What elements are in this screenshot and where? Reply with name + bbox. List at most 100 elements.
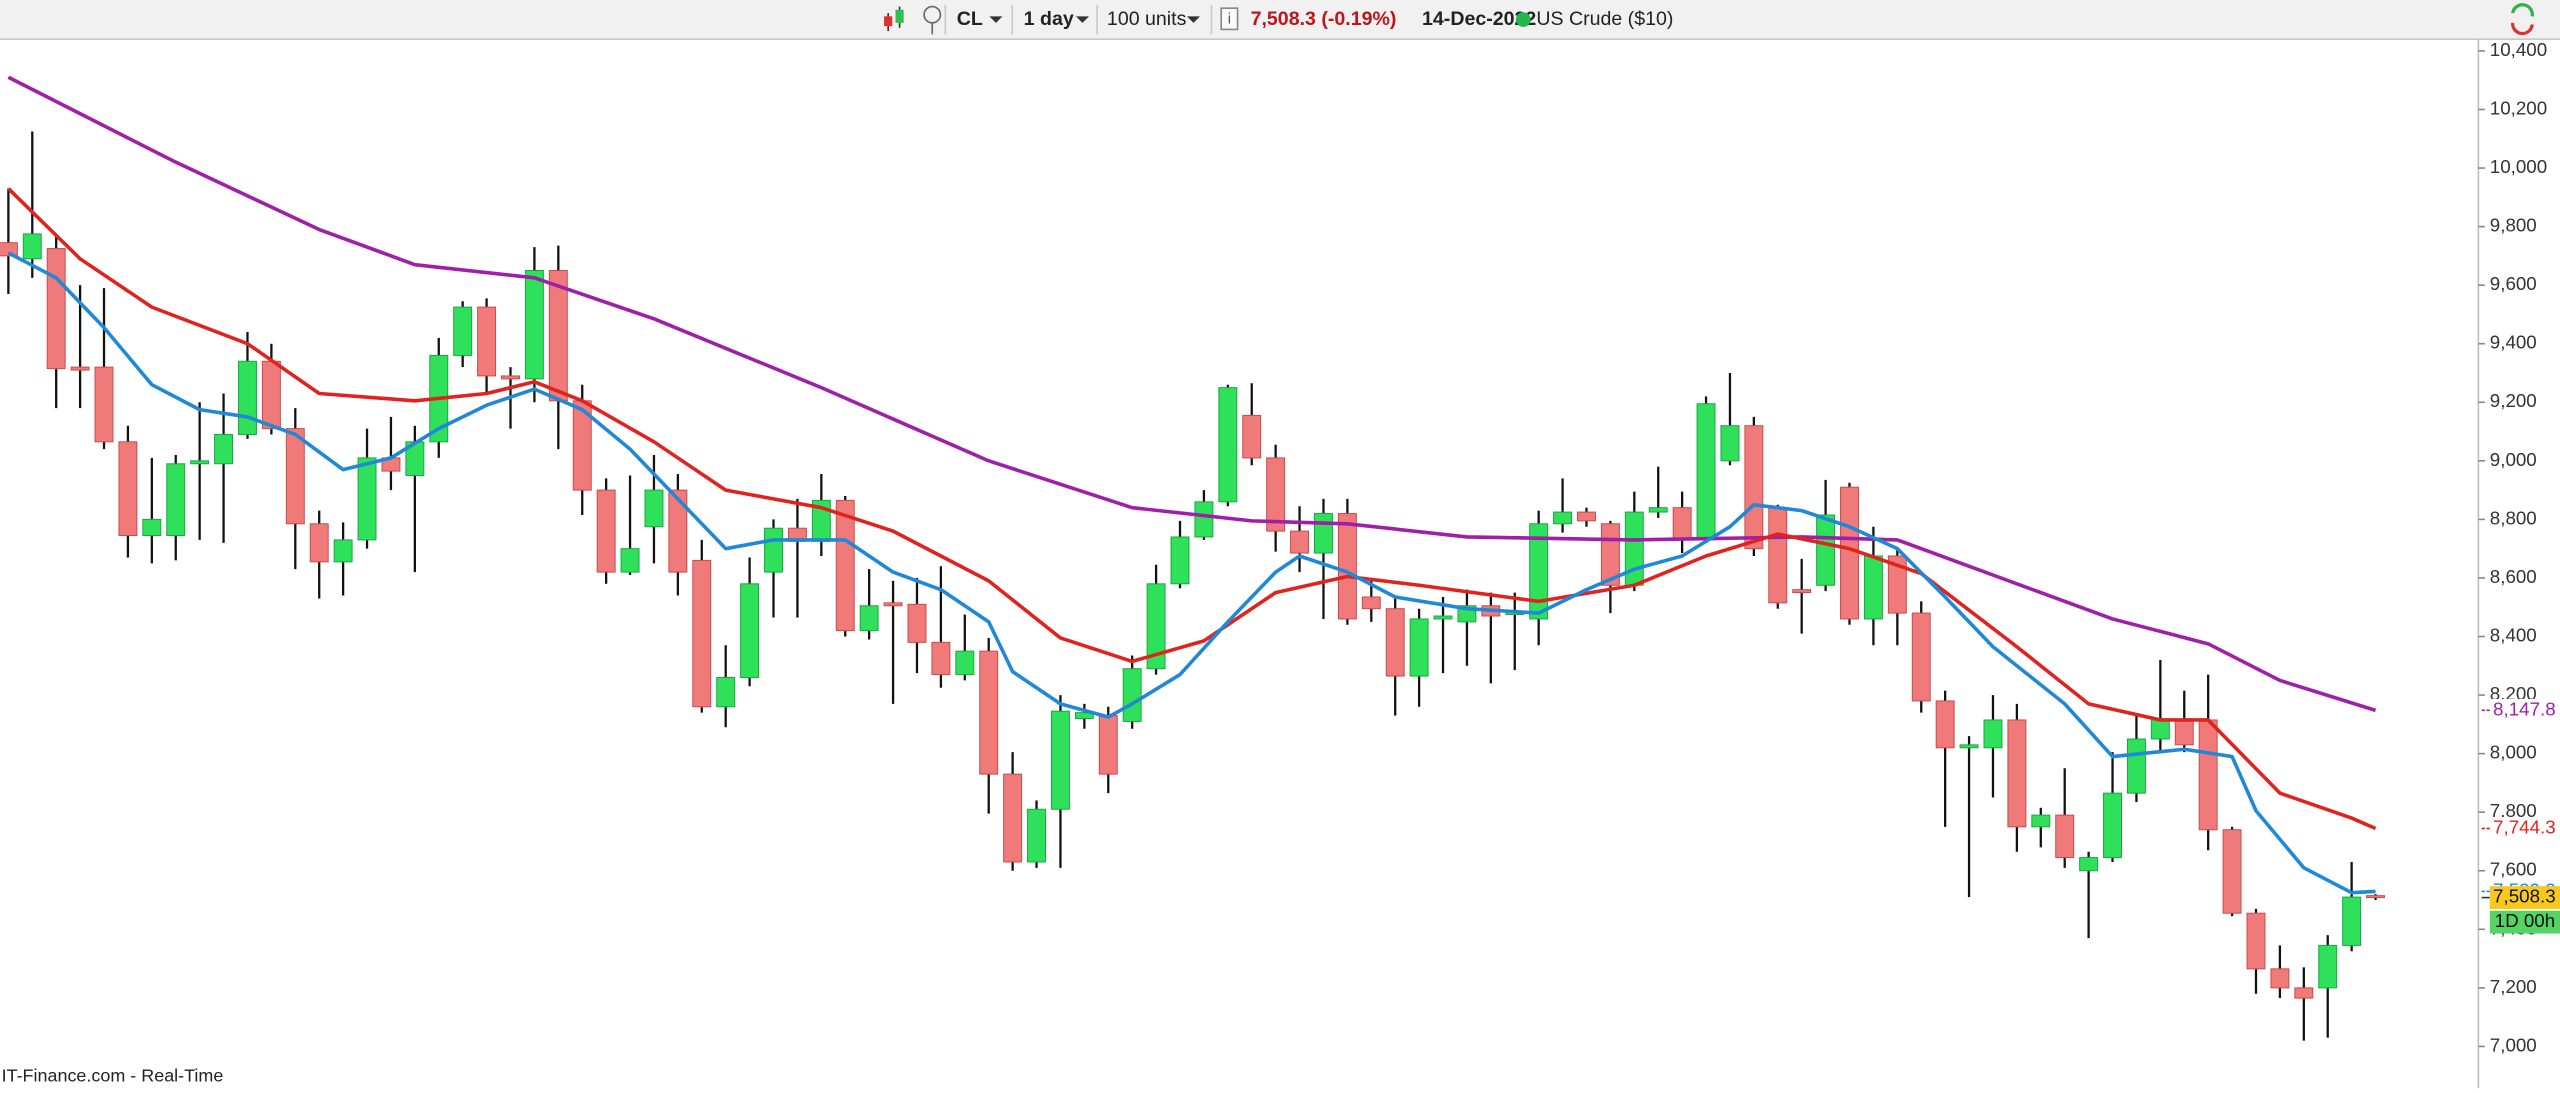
candle-body	[835, 499, 855, 632]
candle-body	[1385, 608, 1405, 677]
last-price-label: 7,508.3	[2493, 886, 2556, 907]
candle-body	[2055, 814, 2075, 859]
y-tick-label: 7,800	[2490, 800, 2537, 821]
candle-body	[501, 375, 520, 380]
market-name: US Crude ($10)	[1536, 8, 1673, 30]
candle-body	[190, 460, 210, 465]
candle-body	[2294, 987, 2314, 999]
candle-body	[285, 428, 305, 525]
candle-body	[1887, 555, 1907, 614]
candle-body	[1696, 403, 1716, 541]
candle-body	[1720, 425, 1740, 462]
candle-body	[692, 559, 712, 708]
info-button[interactable]: i	[1220, 7, 1239, 31]
icon-body	[895, 9, 904, 23]
candle-body	[883, 602, 903, 607]
candle-body	[0, 242, 18, 257]
candle-body	[2246, 912, 2266, 970]
candle-body	[2366, 895, 2386, 899]
y-tick-label: 9,200	[2490, 390, 2537, 411]
candle-body	[1361, 596, 1381, 610]
candle-body	[261, 360, 281, 430]
candle-body	[1242, 414, 1262, 459]
candle-body	[238, 360, 257, 435]
icon-frame	[1220, 7, 1239, 31]
icon-circle	[923, 5, 942, 24]
candle-body	[2007, 719, 2027, 828]
dropdown-arrow[interactable]	[1186, 16, 1200, 23]
candle-body	[596, 489, 616, 573]
last-price-badge	[2489, 886, 2560, 910]
date: 14-Dec-2022	[1422, 8, 1536, 30]
candle-body	[357, 457, 377, 541]
symbol[interactable]: CL	[957, 8, 983, 30]
price-change: 7,508.3 (-0.19%)	[1251, 8, 1397, 30]
candle-body	[1648, 507, 1668, 513]
candle-body	[2150, 719, 2170, 740]
candle-body	[1170, 536, 1190, 585]
market-status-dot	[1515, 12, 1531, 27]
last-value-bg	[2491, 817, 2560, 840]
candle-body	[931, 641, 951, 676]
candle-body	[1553, 511, 1573, 525]
candle-body	[979, 650, 999, 775]
candle-body	[214, 433, 234, 465]
candle-body	[740, 583, 760, 678]
candle-body	[716, 677, 736, 708]
candle-body	[1863, 555, 1883, 620]
candle-body	[118, 441, 138, 536]
candle-body	[333, 539, 353, 563]
refresh-button[interactable]	[2511, 3, 2534, 36]
countdown-label: 1D 00h	[2495, 910, 2555, 931]
y-tick-label: 8,600	[2490, 566, 2537, 587]
candle-body	[1003, 773, 1023, 863]
interval[interactable]: 1 day	[1024, 8, 1074, 30]
dropdown-arrow[interactable]	[1075, 16, 1089, 23]
toolbar	[0, 0, 2560, 40]
price-axis: 10,400 10,200 10,000 9,800 9,600 9,400 9,200 9,…	[2478, 39, 2560, 1055]
y-tick-label: 8,400	[2490, 624, 2537, 645]
y-tick-label: 9,600	[2490, 273, 2537, 294]
y-tick-label: 7,200	[2490, 976, 2537, 997]
candle-body	[1146, 583, 1166, 670]
countdown-badge	[2489, 910, 2560, 934]
candle-body	[2342, 896, 2362, 946]
candle-body	[1290, 530, 1310, 554]
candle-body	[907, 603, 927, 643]
candle-body	[524, 270, 544, 380]
indicator-button[interactable]	[923, 5, 942, 35]
chart-type-button[interactable]	[884, 6, 904, 32]
candle-body	[1122, 668, 1142, 722]
candle-body	[1529, 523, 1549, 620]
candle-body	[1983, 719, 2003, 749]
candle-body	[2318, 944, 2338, 989]
last-value-bg	[2491, 698, 2560, 722]
candle-body	[1098, 715, 1118, 775]
last-value-label: 8,147.8	[2493, 698, 2556, 719]
candle-body	[2031, 814, 2051, 828]
candle-body	[477, 306, 497, 377]
candle-body	[1074, 712, 1094, 719]
y-tick-label: 7,600	[2490, 859, 2537, 880]
trade-size[interactable]: 100 units	[1107, 8, 1187, 30]
candle-body	[46, 248, 66, 370]
y-tick-label: 9,800	[2490, 215, 2537, 236]
candle-body	[859, 605, 879, 632]
footer-source: IT-Finance.com - Real-Time	[2, 1065, 224, 1085]
candle-body	[1624, 511, 1644, 586]
candle-body	[1959, 744, 1979, 749]
candle-body	[2126, 738, 2146, 794]
icon-glyph: i	[1228, 11, 1231, 27]
icon-arc	[2511, 3, 2534, 17]
candle-body	[1027, 808, 1047, 863]
dropdown-arrow[interactable]	[989, 16, 1003, 23]
candle-body	[1768, 507, 1788, 604]
candle-body	[764, 527, 783, 573]
candle-body	[1433, 615, 1453, 620]
y-tick-label: 10,000	[2490, 156, 2547, 177]
candle-body	[1744, 425, 1764, 550]
last-value-label: 7,744.3	[2493, 816, 2556, 837]
